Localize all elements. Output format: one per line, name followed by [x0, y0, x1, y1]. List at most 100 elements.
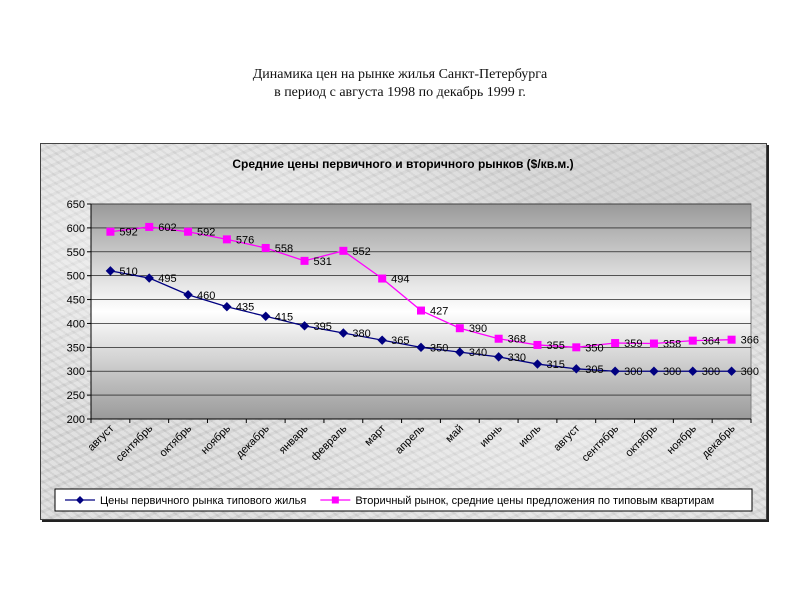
page-title-line-2: в период с августа 1998 по декабрь 1999 …: [274, 85, 526, 100]
series-1-point: [649, 366, 659, 376]
series-1-point: [338, 328, 349, 338]
series-2-point: [339, 246, 348, 255]
x-tick-label: ноябрь: [199, 422, 233, 456]
x-tick-label: июль: [517, 422, 544, 449]
series-2-data-label: 359: [624, 338, 642, 350]
series-2-point: [572, 343, 581, 352]
series-1-point: [299, 321, 310, 331]
chart-title: Средние цены первичного и вторичного рын…: [232, 157, 573, 171]
series-1-data-label: 340: [469, 347, 487, 359]
y-tick-label: 600: [67, 223, 85, 235]
series-2-point: [494, 334, 503, 343]
series-2-point: [611, 339, 620, 348]
y-tick-label: 500: [67, 271, 85, 283]
y-tick-label: 550: [67, 247, 85, 259]
x-tick-label: декабрь: [700, 422, 738, 460]
series-2-data-label: 358: [663, 339, 681, 351]
series-1-data-label: 395: [314, 321, 332, 333]
x-tick-label: октябрь: [157, 422, 194, 459]
legend-box: [54, 488, 753, 512]
series-2-data-label: 355: [546, 340, 564, 352]
series-1-point: [610, 366, 620, 376]
series-2-data-label: 350: [585, 342, 603, 354]
series-2-data-label: 592: [119, 227, 137, 239]
series-2-data-label: 427: [430, 306, 448, 318]
series-2-data-label: 368: [508, 334, 526, 346]
series-2-data-label: 552: [352, 246, 370, 258]
series-2-data-label: 558: [275, 243, 293, 255]
series-2-data-label: 390: [469, 323, 487, 335]
series-2-point: [184, 227, 193, 236]
series-1-data-label: 300: [624, 366, 642, 378]
series-2-data-label: 494: [391, 274, 409, 286]
legend-label-2: Вторичный рынок, средние цены предложени…: [355, 495, 714, 507]
y-tick-label: 650: [67, 199, 85, 211]
legend-marker-2: [331, 496, 339, 504]
x-tick-label: сентябрь: [580, 422, 622, 464]
legend-label-1: Цены первичного рынка типового жилья: [100, 495, 306, 507]
series-1-data-label: 365: [391, 335, 409, 347]
x-tick-label: июнь: [478, 422, 505, 449]
series-1-data-label: 300: [702, 366, 720, 378]
series-2-data-label: 364: [702, 336, 720, 348]
series-1-point: [260, 311, 271, 321]
x-tick-label: август: [551, 423, 582, 454]
series-1-point: [726, 366, 737, 376]
x-tick-label: май: [443, 423, 466, 446]
series-1-data-label: 510: [119, 266, 137, 278]
series-1-point: [455, 347, 465, 357]
y-tick-label: 200: [67, 414, 85, 426]
series-1-data-label: 300: [663, 366, 681, 378]
series-1-data-label: 380: [352, 328, 370, 340]
series-2-point: [378, 274, 387, 283]
series-2-point: [533, 340, 542, 349]
series-1-point: [144, 273, 154, 283]
series-1-data-label: 305: [585, 364, 603, 376]
series-1-point: [571, 364, 582, 374]
series-2-point: [261, 243, 270, 252]
series-2-data-label: 602: [158, 222, 176, 234]
series-1-point: [105, 266, 116, 276]
series-1-point: [377, 335, 387, 345]
x-tick-label: декабрь: [234, 422, 272, 460]
series-1-data-label: 495: [158, 273, 176, 285]
series-1-data-label: 350: [430, 342, 448, 354]
series-1-point: [222, 302, 232, 312]
series-1-point: [183, 290, 193, 300]
series-2-point: [688, 336, 697, 345]
series-2-point: [106, 227, 115, 236]
series-2-data-label: 576: [236, 234, 254, 246]
series-2-point: [455, 324, 464, 333]
series-1-data-label: 460: [197, 290, 215, 302]
legend-marker-1: [76, 496, 84, 504]
series-2-data-label: 366: [741, 335, 759, 347]
series-2-point: [417, 306, 425, 315]
x-tick-label: сентябрь: [114, 422, 156, 464]
page-title: Динамика цен на рынке жилья Санкт-Петерб…: [0, 66, 800, 102]
series-1-data-label: 330: [508, 352, 526, 364]
line-chart: Средние цены первичного и вторичного рын…: [54, 157, 759, 512]
y-tick-label: 300: [67, 366, 85, 378]
series-1-data-label: 315: [546, 359, 564, 371]
x-tick-label: март: [362, 423, 388, 449]
x-tick-label: октябрь: [623, 422, 660, 459]
series-2-point: [300, 256, 309, 265]
x-tick-label: февраль: [309, 422, 350, 463]
x-tick-label: август: [85, 423, 116, 454]
y-tick-label: 400: [67, 318, 85, 330]
page-title-line-1: Динамика цен на рынке жилья Санкт-Петерб…: [252, 67, 548, 82]
series-2-point: [222, 235, 231, 244]
y-tick-label: 450: [67, 295, 85, 307]
y-tick-label: 250: [67, 390, 85, 402]
series-1-point: [688, 366, 698, 376]
series-2-point: [727, 335, 736, 344]
x-tick-label: апрель: [393, 422, 427, 456]
series-1-data-label: 300: [741, 366, 759, 378]
series-2-data-label: 592: [197, 227, 215, 239]
series-1-point: [493, 352, 504, 362]
series-2-data-label: 531: [314, 256, 332, 268]
series-2-point: [145, 222, 154, 231]
x-tick-label: январь: [277, 422, 311, 456]
y-tick-label: 350: [67, 342, 85, 354]
series-1-data-label: 435: [236, 302, 254, 314]
